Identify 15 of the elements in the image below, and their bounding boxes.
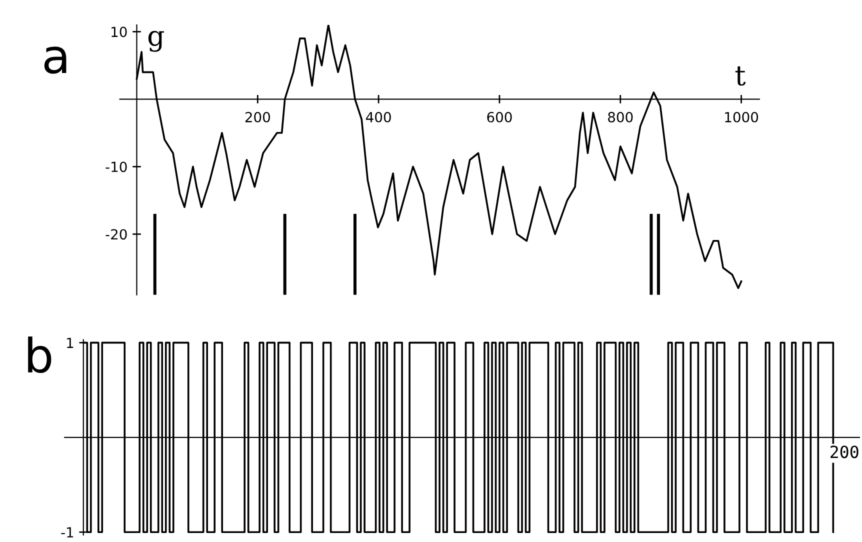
y-tick-label: -10 [106, 162, 127, 172]
y-tick-label: 10 [112, 26, 127, 38]
x-tick-label: 400 [366, 112, 391, 122]
chart-title: b [28, 336, 52, 374]
y-axis-title: g [148, 30, 164, 52]
x-tick-label: 800 [608, 112, 633, 122]
annotation: 200 [830, 446, 858, 458]
x-tick-label: 200 [245, 112, 270, 122]
x-tick-label: 600 [487, 112, 512, 122]
y-tick-label: -20 [106, 229, 127, 240]
y-tick-label: 1 [67, 338, 74, 348]
chart-title: a [44, 46, 66, 74]
x-axis-title: t [735, 66, 746, 86]
x-tick-label: 1000 [725, 112, 758, 122]
y-tick-label: -1 [61, 527, 74, 538]
